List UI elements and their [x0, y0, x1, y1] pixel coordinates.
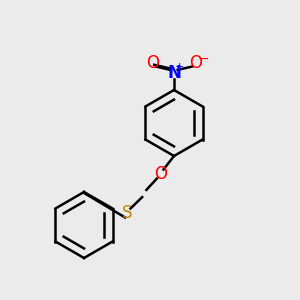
Text: N: N [167, 64, 181, 82]
Text: O: O [189, 54, 202, 72]
Text: −: − [197, 52, 209, 65]
Text: O: O [146, 54, 159, 72]
Text: S: S [122, 204, 133, 222]
Text: O: O [154, 165, 167, 183]
Text: +: + [175, 62, 184, 72]
